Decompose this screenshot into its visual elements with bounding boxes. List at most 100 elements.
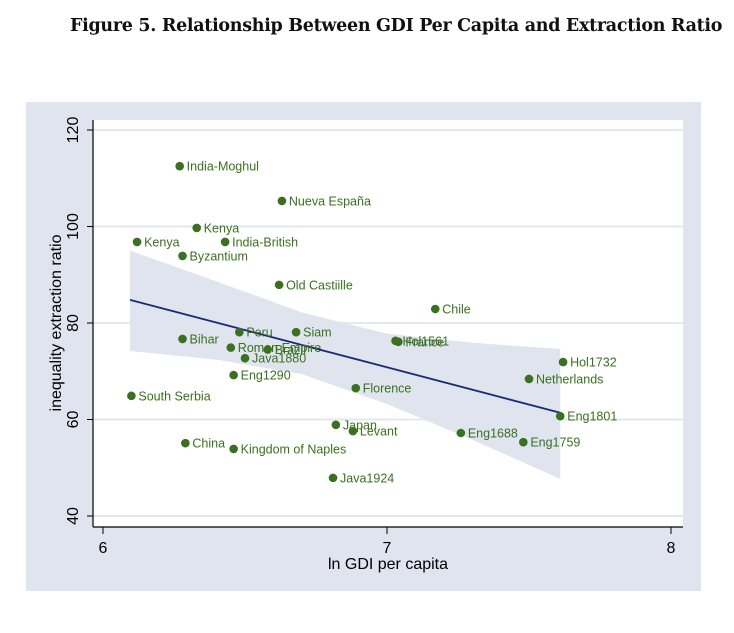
data-point: Siam bbox=[291, 326, 332, 340]
point-marker bbox=[226, 343, 236, 352]
point-marker bbox=[524, 374, 534, 384]
fit-line-group bbox=[129, 298, 561, 414]
point-label: China bbox=[192, 437, 225, 451]
y-tick-label: 80 bbox=[65, 314, 82, 332]
y-tick-label: 100 bbox=[65, 213, 82, 240]
data-point: Brazil bbox=[263, 343, 306, 357]
point-label: Eng1759 bbox=[530, 436, 580, 450]
y-ticks: 40 60 80 100 120 bbox=[65, 117, 93, 525]
x-tick-label: 7 bbox=[383, 540, 392, 557]
point-label: Java1924 bbox=[340, 471, 394, 485]
data-point: Eng1290 bbox=[229, 369, 291, 383]
point-marker bbox=[178, 334, 187, 344]
data-point: China bbox=[181, 437, 225, 451]
point-marker bbox=[132, 237, 142, 247]
point-label: Old Castiille bbox=[286, 278, 353, 292]
point-marker bbox=[178, 251, 187, 261]
point-marker bbox=[328, 473, 338, 483]
point-marker bbox=[456, 428, 466, 438]
data-point: Kenya bbox=[132, 235, 180, 249]
data-point: Chile bbox=[430, 303, 471, 317]
y-tick-label: 120 bbox=[65, 117, 82, 144]
point-marker bbox=[263, 345, 273, 354]
point-marker bbox=[558, 357, 568, 367]
point-label: Levant bbox=[360, 425, 398, 439]
point-label: Eng1290 bbox=[241, 369, 291, 383]
data-point: Eng1801 bbox=[555, 410, 617, 424]
data-point: Nueva España bbox=[277, 194, 371, 208]
data-point: India-British bbox=[220, 235, 298, 249]
point-label: Hol1732 bbox=[570, 356, 617, 370]
figure-title: Figure 5. Relationship Between GDI Per C… bbox=[70, 16, 723, 36]
point-label: France bbox=[405, 335, 444, 349]
confidence-band-group bbox=[129, 250, 561, 479]
data-point: Netherlands bbox=[524, 372, 603, 386]
point-label: Nueva España bbox=[289, 194, 371, 208]
point-marker bbox=[220, 237, 230, 247]
point-label: India-Moghul bbox=[187, 160, 259, 174]
point-label: Kenya bbox=[204, 221, 239, 235]
point-marker bbox=[351, 383, 361, 393]
point-marker bbox=[229, 444, 238, 454]
point-label: South Serbia bbox=[138, 389, 210, 403]
data-point: Old Castiille bbox=[274, 278, 353, 292]
point-marker bbox=[555, 411, 565, 421]
point-label: Chile bbox=[442, 303, 471, 317]
data-point: Hol1732 bbox=[558, 356, 617, 370]
data-point: Java1880 bbox=[240, 352, 306, 366]
data-point: Kenya bbox=[192, 221, 239, 235]
point-label: Kenya bbox=[144, 235, 179, 249]
data-point: Peru bbox=[235, 326, 273, 340]
data-point: India-Moghul bbox=[175, 160, 259, 174]
point-marker bbox=[291, 327, 301, 337]
x-tick-label: 6 bbox=[99, 540, 108, 557]
point-marker bbox=[240, 353, 250, 363]
point-label: Byzantium bbox=[190, 249, 248, 263]
point-marker bbox=[348, 426, 358, 436]
data-point: Florence bbox=[351, 382, 411, 396]
data-point: Levant bbox=[348, 425, 398, 439]
data-point: Byzantium bbox=[178, 249, 248, 263]
point-label: Peru bbox=[246, 326, 272, 340]
fit-line bbox=[129, 298, 561, 414]
point-marker bbox=[430, 304, 440, 314]
data-point: France bbox=[394, 335, 444, 349]
point-label: Brazil bbox=[275, 343, 306, 357]
point-label: Siam bbox=[303, 326, 331, 340]
point-label: Java1880 bbox=[252, 352, 306, 366]
y-tick-label: 40 bbox=[65, 507, 82, 525]
point-marker bbox=[519, 437, 528, 447]
data-point: Bihar bbox=[178, 332, 219, 346]
data-point: South Serbia bbox=[127, 389, 211, 403]
point-label: Eng1801 bbox=[567, 410, 617, 424]
data-point: Eng1688 bbox=[456, 427, 518, 441]
point-label: Kingdom of Naples bbox=[241, 442, 347, 456]
data-point: Java1924 bbox=[328, 471, 394, 485]
point-label: Bihar bbox=[190, 332, 219, 346]
y-axis-label: inequality extraction ratio bbox=[48, 234, 65, 411]
point-label: Eng1688 bbox=[468, 427, 518, 441]
point-marker bbox=[235, 327, 244, 337]
point-marker bbox=[175, 161, 184, 171]
data-point: Roman Empire bbox=[226, 341, 321, 355]
point-label: Florence bbox=[363, 382, 412, 396]
point-marker bbox=[331, 420, 341, 430]
point-label: Hol1561 bbox=[403, 334, 450, 348]
x-ticks: 6 7 8 bbox=[99, 527, 676, 557]
point-marker bbox=[127, 391, 136, 401]
point-marker bbox=[229, 370, 238, 380]
x-tick-label: 8 bbox=[667, 540, 676, 557]
point-label: Roman Empire bbox=[238, 341, 321, 355]
point-marker bbox=[277, 196, 287, 206]
confidence-band bbox=[129, 250, 561, 479]
point-marker bbox=[274, 280, 284, 290]
data-point: Kingdom of Naples bbox=[229, 442, 346, 456]
point-label: Netherlands bbox=[536, 372, 603, 386]
y-tick-label: 60 bbox=[65, 411, 82, 429]
x-axis-label: ln GDI per capita bbox=[328, 556, 448, 573]
point-marker bbox=[181, 438, 190, 448]
point-label: India-British bbox=[232, 235, 298, 249]
data-point: Eng1759 bbox=[519, 436, 580, 450]
